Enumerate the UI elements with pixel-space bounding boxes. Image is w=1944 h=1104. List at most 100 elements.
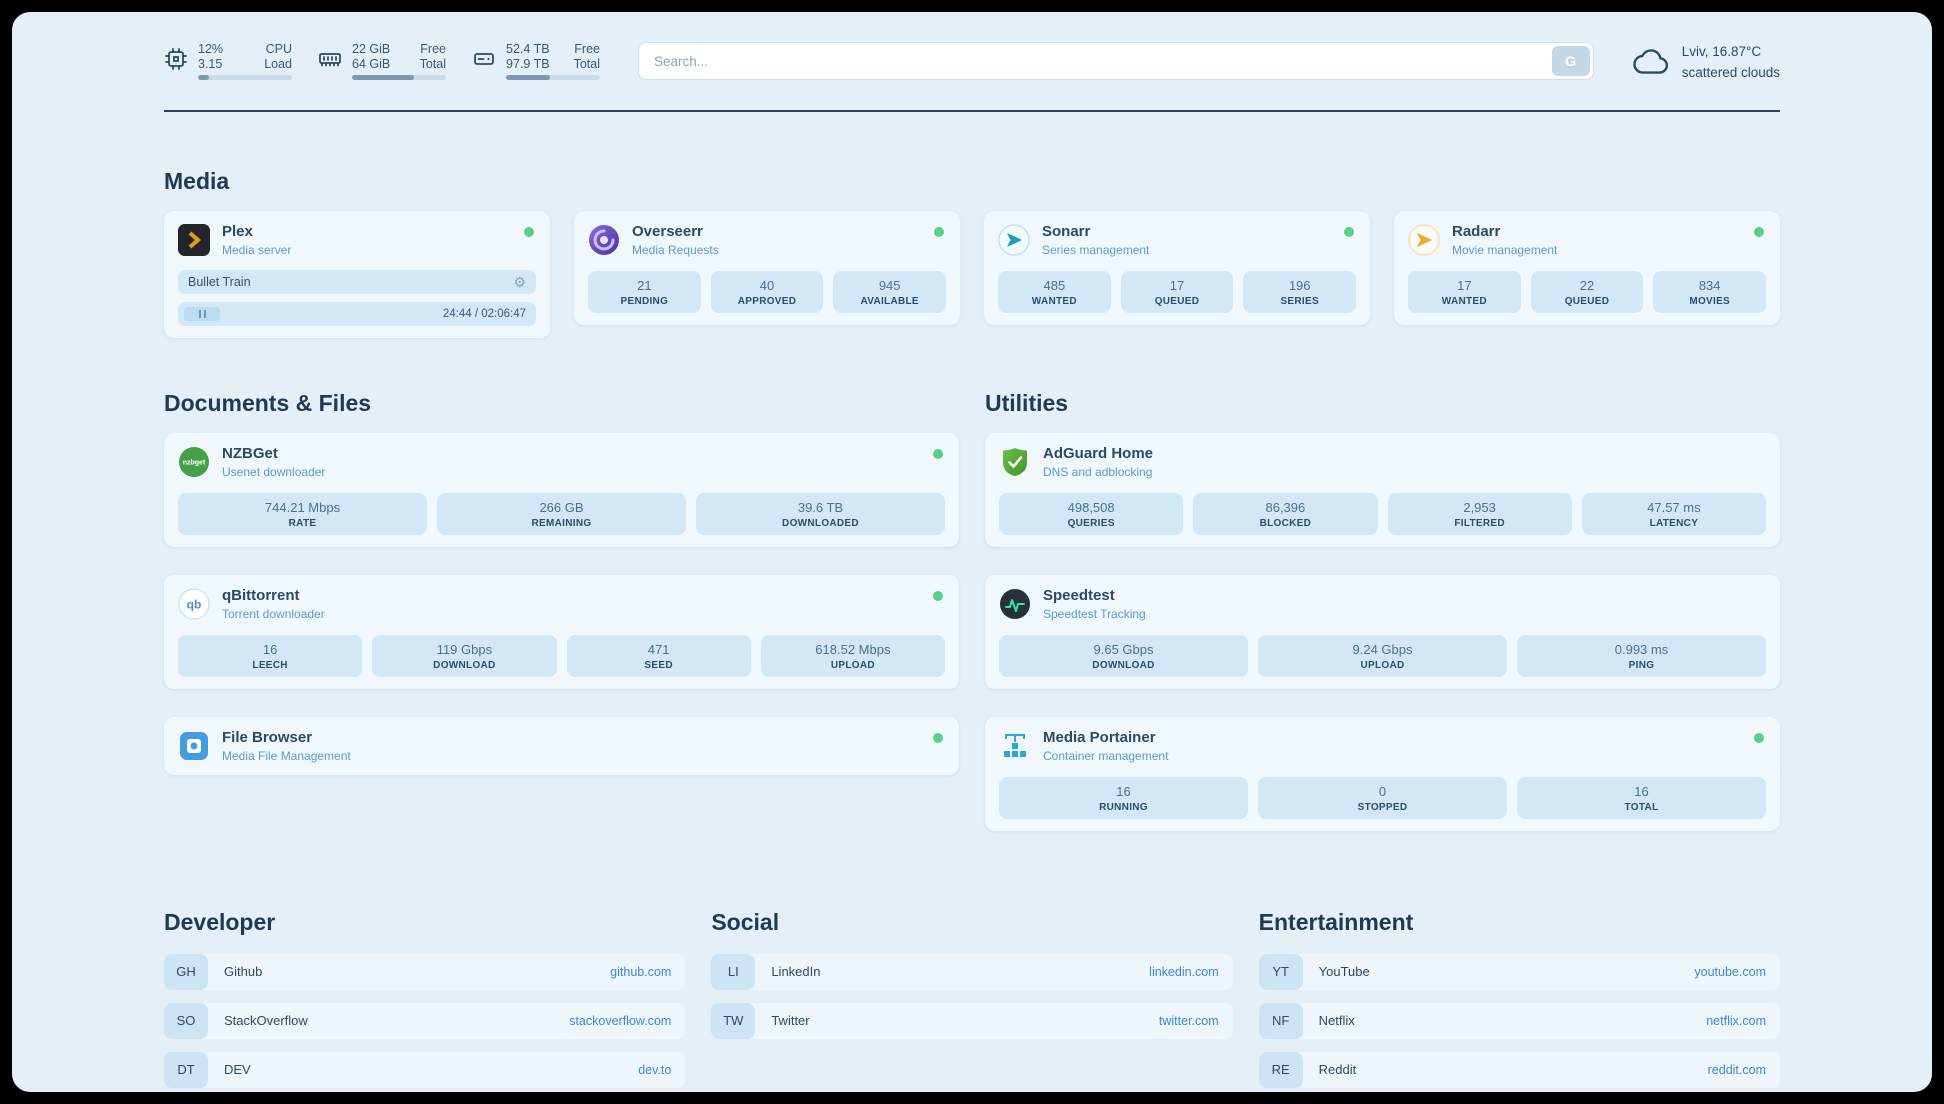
stat-label: QUEUED xyxy=(1564,295,1610,307)
filebrowser-icon xyxy=(178,730,210,762)
stat-value: 86,396 xyxy=(1265,499,1306,515)
stat-box: 485 WANTED xyxy=(998,270,1111,313)
service-card-sonarr[interactable]: Sonarr Series management 485 WANTED 17 Q… xyxy=(984,210,1370,325)
radarr-icon xyxy=(1408,224,1440,256)
stat-box: 834 MOVIES xyxy=(1653,270,1767,313)
bookmark-abbr: LI xyxy=(711,953,756,990)
search-input[interactable] xyxy=(642,53,1552,69)
status-dot xyxy=(933,732,943,743)
stat-label: UPLOAD xyxy=(1360,659,1405,671)
section-title-entertainment: Entertainment xyxy=(1258,908,1414,935)
stat-box: 618.52 Mbps UPLOAD xyxy=(760,634,945,677)
cpu-usage-label: CPU xyxy=(265,42,292,56)
service-name: Media Portainer xyxy=(1043,728,1156,746)
stat-box: 2,953 FILTERED xyxy=(1387,492,1572,535)
pause-icon[interactable] xyxy=(184,306,220,321)
service-card-filebrowser[interactable]: File Browser Media File Management xyxy=(164,716,959,775)
bookmark-reddit[interactable]: RE Reddit reddit.com xyxy=(1258,1051,1780,1088)
stat-label: LATENCY xyxy=(1649,517,1699,529)
bookmark-group-developer: Developer GH Github github.com SO StackO… xyxy=(164,908,686,1092)
section-media: Media Plex Media server xyxy=(164,168,1780,338)
bookmark-dev[interactable]: DT DEV dev.to xyxy=(164,1051,686,1088)
bookmark-name: StackOverflow xyxy=(224,1013,308,1029)
service-card-qbittorrent[interactable]: qb qBittorrent Torrent downloader 16 LEE… xyxy=(164,574,959,689)
bookmark-name: Netflix xyxy=(1318,1013,1355,1029)
stat-box: 17 QUEUED xyxy=(1120,270,1234,313)
stat-value: 40 xyxy=(759,277,775,293)
player-time: 24:44 / 02:06:47 xyxy=(442,307,526,320)
service-card-overseerr[interactable]: Overseerr Media Requests 21 PENDING 40 A… xyxy=(574,210,960,325)
stat-label: DOWNLOAD xyxy=(433,659,496,671)
gear-icon[interactable]: ⚙ xyxy=(513,273,526,290)
stat-label: RUNNING xyxy=(1099,801,1148,813)
stat-value: 618.52 Mbps xyxy=(815,641,891,657)
disk-widget: 52.4 TB Free 97.9 TB Total xyxy=(472,42,600,80)
bookmark-url: dev.to xyxy=(638,1062,672,1077)
memory-progress-track xyxy=(352,75,446,80)
stat-box: 17 WANTED xyxy=(1408,270,1521,313)
service-card-speedtest[interactable]: Speedtest Speedtest Tracking 9.65 Gbps D… xyxy=(985,574,1780,689)
memory-total-label: Total xyxy=(419,57,446,71)
stat-value: 2,953 xyxy=(1463,499,1496,515)
now-playing-row: Bullet Train ⚙ xyxy=(178,269,536,294)
stat-label: TOTAL xyxy=(1624,801,1659,813)
service-description: Movie management xyxy=(1452,242,1558,257)
service-card-radarr[interactable]: Radarr Movie management 17 WANTED 22 QUE… xyxy=(1394,210,1780,325)
service-card-adguard[interactable]: AdGuard Home DNS and adblocking 498,508 … xyxy=(985,432,1780,547)
search-provider-button[interactable]: G xyxy=(1551,46,1590,76)
disk-icon xyxy=(472,47,496,71)
stat-value: 945 xyxy=(878,277,901,293)
stat-label: APPROVED xyxy=(737,295,797,307)
bookmark-url: twitter.com xyxy=(1158,1013,1219,1028)
stat-box: 119 Gbps DOWNLOAD xyxy=(372,634,557,677)
weather-widget: Lviv, 16.87°C scattered clouds xyxy=(1632,42,1780,84)
bookmark-name: LinkedIn xyxy=(771,964,821,980)
service-description: Media server xyxy=(222,242,292,257)
memory-total-value: 64 GiB xyxy=(352,57,391,71)
status-dot xyxy=(934,226,944,237)
service-description: Media File Management xyxy=(222,748,351,763)
bookmark-url: netflix.com xyxy=(1706,1013,1766,1028)
stat-box: 16 LEECH xyxy=(178,634,363,677)
sonarr-icon xyxy=(998,224,1030,256)
bookmark-stackoverflow[interactable]: SO StackOverflow stackoverflow.com xyxy=(164,1002,686,1039)
stat-value: 16 xyxy=(1634,783,1649,799)
stat-value: 21 xyxy=(637,277,652,293)
bookmark-name: Twitter xyxy=(771,1013,810,1029)
disk-free-value: 52.4 TB xyxy=(506,42,550,56)
stat-label: DOWNLOADED xyxy=(782,517,859,529)
stat-value: 471 xyxy=(647,641,670,657)
service-name: NZBGet xyxy=(222,444,278,462)
stat-label: WANTED xyxy=(1031,295,1077,307)
disk-free-label: Free xyxy=(574,42,600,56)
stat-label: MOVIES xyxy=(1689,295,1731,307)
stat-value: 16 xyxy=(262,641,278,657)
service-card-portainer[interactable]: Media Portainer Container management 16 … xyxy=(985,716,1780,831)
cpu-widget: 12% CPU 3.15 Load xyxy=(164,42,292,80)
cloud-icon xyxy=(1632,44,1670,82)
player-progress-bar[interactable]: 24:44 / 02:06:47 xyxy=(178,301,536,326)
bookmark-netflix[interactable]: NF Netflix netflix.com xyxy=(1258,1002,1780,1039)
stat-label: PENDING xyxy=(620,295,669,307)
service-card-plex[interactable]: Plex Media server Bullet Train ⚙ 24:44 /… xyxy=(164,210,550,338)
search-bar: G xyxy=(638,42,1594,80)
cpu-usage-value: 12% xyxy=(198,42,224,56)
bookmark-github[interactable]: GH Github github.com xyxy=(164,953,686,990)
bookmark-youtube[interactable]: YT YouTube youtube.com xyxy=(1258,953,1780,990)
memory-free-value: 22 GiB xyxy=(352,42,391,56)
bookmark-linkedin[interactable]: LI LinkedIn linkedin.com xyxy=(711,953,1233,990)
stat-value: 0.993 ms xyxy=(1614,641,1669,657)
bookmark-abbr: RE xyxy=(1258,1051,1303,1088)
section-title-developer: Developer xyxy=(164,908,276,935)
memory-widget: 22 GiB Free 64 GiB Total xyxy=(318,42,446,80)
stat-box: 40 APPROVED xyxy=(710,270,824,313)
stat-value: 744.21 Mbps xyxy=(264,499,341,515)
stat-box: 47.57 ms LATENCY xyxy=(1581,492,1766,535)
bookmark-abbr: SO xyxy=(164,1002,208,1039)
stat-box: 16 TOTAL xyxy=(1517,776,1766,819)
stat-box: 9.24 Gbps UPLOAD xyxy=(1258,634,1507,677)
service-name: AdGuard Home xyxy=(1043,444,1154,462)
bookmark-twitter[interactable]: TW Twitter twitter.com xyxy=(711,1002,1233,1039)
stat-label: RATE xyxy=(288,517,317,529)
service-card-nzbget[interactable]: nzbget NZBGet Usenet downloader 744.21 M… xyxy=(164,432,959,547)
